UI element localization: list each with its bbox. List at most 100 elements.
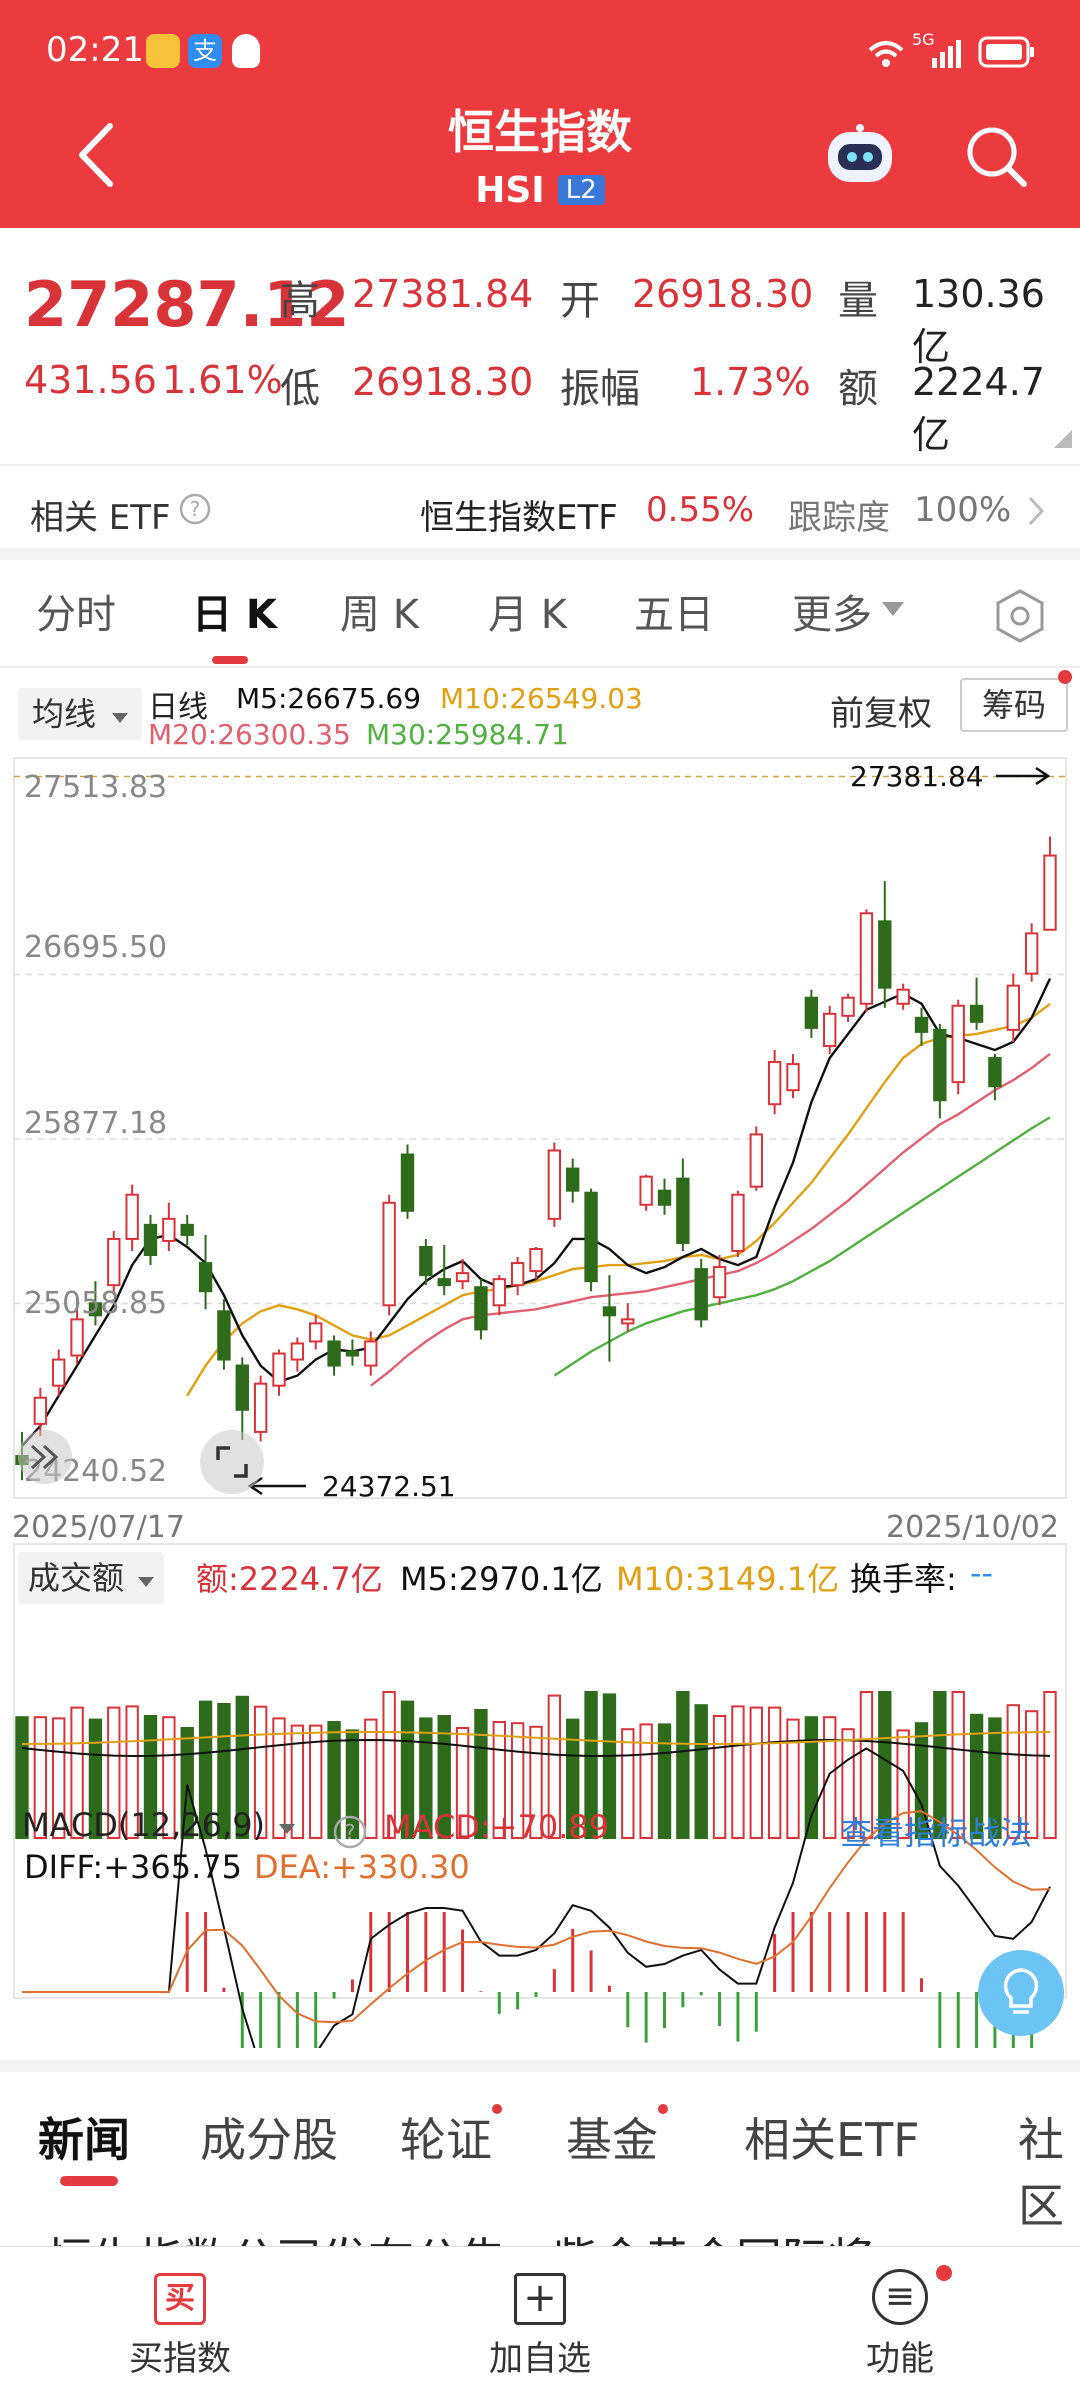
volume-ma5: M5:2970.1亿	[400, 1560, 603, 1598]
candle	[1043, 836, 1057, 931]
caret-down-icon	[279, 1824, 296, 1834]
tab-intraday[interactable]: 分时	[36, 592, 116, 638]
volume-bar	[364, 1718, 378, 1839]
candle-body	[1024, 932, 1039, 975]
volume-bar	[841, 1728, 855, 1839]
volume-bar	[88, 1718, 103, 1839]
tab-weekly-k[interactable]: 周 K	[340, 592, 419, 638]
candle	[1024, 923, 1039, 982]
candle-body	[786, 1063, 800, 1092]
settings-hexagon-icon[interactable]	[994, 588, 1046, 644]
tab-monthly-k[interactable]: 月 K	[488, 592, 567, 638]
back-arrow-icon[interactable]	[72, 120, 122, 190]
macd-selector-button[interactable]: MACD(12,26,9)	[22, 1806, 296, 1844]
tab-five-day[interactable]: 五日	[634, 592, 714, 638]
notification-dot	[492, 2104, 502, 2114]
indicator-strategy-link[interactable]: 查看指标战法	[840, 1814, 1033, 1852]
candle-body	[731, 1193, 745, 1253]
notification-dot	[1058, 670, 1072, 684]
candle-body	[657, 1189, 672, 1206]
volume-bar	[400, 1700, 415, 1839]
search-icon[interactable]	[962, 122, 1032, 192]
volume-bar	[382, 1691, 396, 1839]
notification-dot	[658, 2104, 668, 2114]
volume-bar	[731, 1705, 745, 1840]
tab-related-etf[interactable]: 相关ETF	[744, 2113, 920, 2167]
candle	[933, 1023, 947, 1119]
dea-value: DEA:+330.30	[254, 1848, 470, 1886]
candle	[621, 1303, 635, 1332]
amplitude-value: 1.73%	[690, 360, 811, 404]
open-value: 26918.30	[632, 272, 814, 316]
tab-more[interactable]: 更多	[792, 592, 872, 638]
candle	[88, 1281, 103, 1326]
tab-constituents[interactable]: 成分股	[200, 2113, 338, 2167]
candle	[198, 1234, 213, 1310]
macd-selector-label: MACD(12,26,9)	[22, 1806, 266, 1844]
date-start: 2025/07/17	[12, 1510, 185, 1545]
dea-line	[22, 1810, 1051, 2024]
caret-down-icon	[112, 713, 129, 723]
tab-news[interactable]: 新闻	[38, 2113, 130, 2167]
volume-amount: 额:2224.7亿	[196, 1560, 383, 1598]
chip-button[interactable]: 筹码	[960, 678, 1068, 732]
volume-bar	[327, 1721, 341, 1839]
candle	[951, 999, 965, 1095]
svg-text:?: ?	[345, 1820, 356, 1844]
fullscreen-button[interactable]	[200, 1430, 264, 1494]
volume-bar	[676, 1691, 690, 1839]
news-headline[interactable]: 恒生指数公司发布公告，紫金黄金国际将	[46, 2224, 874, 2246]
candlestick-chart[interactable]	[0, 668, 1080, 2048]
candle-body	[969, 1004, 984, 1023]
volume-bar	[70, 1706, 84, 1839]
nav-buy-index[interactable]: 买 买指数	[80, 2247, 280, 2401]
volume-bars	[15, 1691, 1057, 1840]
candle-body	[584, 1191, 598, 1283]
candle	[474, 1279, 488, 1340]
expand-corner-icon[interactable]	[1054, 430, 1072, 448]
candle	[143, 1214, 158, 1266]
news-preview[interactable]: 恒生指数公司发布公告，紫金黄金国际将	[0, 2182, 1080, 2246]
ma-selector-button[interactable]: 均线	[18, 688, 143, 740]
candle-body	[143, 1223, 158, 1257]
nav-functions[interactable]: ≡ 功能	[800, 2247, 1000, 2385]
quote-panel: 27287.12 431.56 1.61% 高 27381.84 开 26918…	[0, 228, 1080, 464]
tab-funds[interactable]: 基金	[566, 2113, 658, 2167]
index-code: HSI	[475, 170, 545, 211]
tab-warrants[interactable]: 轮证	[400, 2113, 492, 2167]
volume-selector-button[interactable]: 成交额	[18, 1552, 165, 1604]
candle-body	[878, 920, 892, 989]
volume-bar	[510, 1722, 525, 1839]
help-icon[interactable]: ?	[332, 1814, 368, 1850]
diff-value: DIFF:+365.75	[24, 1848, 242, 1886]
turnover-value: 2224.7亿	[912, 360, 1045, 457]
help-icon[interactable]: ?	[178, 492, 212, 526]
related-etf-bar[interactable]: 相关 ETF ? 恒生指数ETF 0.55% 跟踪度 100%	[0, 464, 1080, 560]
candle-body	[749, 1133, 763, 1188]
high-value: 27381.84	[352, 272, 534, 316]
volume-bar	[951, 1691, 965, 1839]
volume-bar	[657, 1723, 672, 1840]
candle	[290, 1337, 305, 1372]
candle	[566, 1158, 580, 1203]
alipay-icon: 支	[188, 34, 222, 68]
candle-body	[272, 1352, 286, 1387]
volume-bar	[896, 1729, 910, 1840]
ma30-value: M30:25984.71	[366, 718, 569, 751]
volume-bar	[345, 1729, 360, 1840]
nav-add-watchlist[interactable]: + 加自选	[440, 2247, 640, 2401]
robot-assistant-icon[interactable]	[822, 122, 898, 188]
signal-icon	[932, 40, 961, 68]
volume-ma5-line	[21, 1738, 1051, 1758]
tab-community[interactable]: 社区	[1018, 2113, 1064, 2233]
candle	[309, 1315, 323, 1350]
candle	[492, 1275, 506, 1316]
tab-daily-k[interactable]: 日 K	[192, 592, 277, 638]
candle-body	[933, 1028, 947, 1102]
candle	[400, 1144, 415, 1219]
adjust-mode[interactable]: 前复权	[830, 694, 932, 734]
candle	[180, 1214, 194, 1245]
candle-body	[694, 1268, 708, 1321]
tips-button[interactable]	[978, 1950, 1064, 2036]
expand-left-button[interactable]	[18, 1430, 72, 1484]
